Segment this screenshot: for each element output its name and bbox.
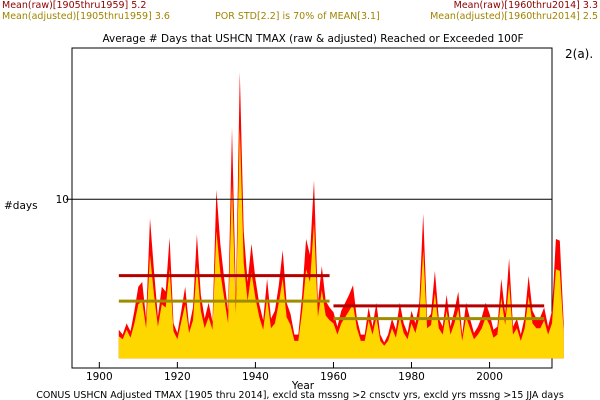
chart-footer: CONUS USHCN Adjusted TMAX [1905 thru 201… bbox=[36, 390, 564, 400]
mean-lines bbox=[118, 274, 545, 321]
y-axis-label: #days bbox=[4, 200, 38, 212]
header-raw-late: Mean(raw)[1960thru2014] 3.3 bbox=[454, 0, 598, 11]
x-tick-label-1980: 1980 bbox=[398, 371, 425, 383]
x-tick-label-1900: 1900 bbox=[86, 371, 113, 383]
header-por-std: POR STD[2.2] is 70% of MEAN[3.1] bbox=[215, 11, 380, 22]
plot-frame bbox=[71, 47, 553, 369]
y-tick-label-10: 10 bbox=[56, 194, 69, 206]
data-areas bbox=[118, 71, 564, 359]
x-axis: 1900 1920 1940 1960 1980 2000 bbox=[86, 362, 503, 383]
header-raw-early: Mean(raw)[1905thru1959] 5.2 bbox=[2, 0, 146, 11]
x-tick-label-2000: 2000 bbox=[476, 371, 503, 383]
y-axis: 10 bbox=[56, 194, 552, 206]
adjusted-series-area bbox=[118, 127, 564, 359]
x-tick-label-1920: 1920 bbox=[164, 371, 191, 383]
chart-title: Average # Days that USHCN TMAX (raw & ad… bbox=[102, 33, 523, 45]
panel-label: 2(a). bbox=[565, 47, 593, 61]
x-tick-label-1960: 1960 bbox=[320, 371, 347, 383]
x-tick-label-1940: 1940 bbox=[242, 371, 269, 383]
x-axis-label: Year bbox=[291, 380, 315, 392]
header-adj-early: Mean(adjusted)[1905thru1959] 3.6 bbox=[2, 11, 170, 22]
header-adj-late: Mean(adjusted)[1960thru2014] 2.5 bbox=[430, 11, 598, 22]
